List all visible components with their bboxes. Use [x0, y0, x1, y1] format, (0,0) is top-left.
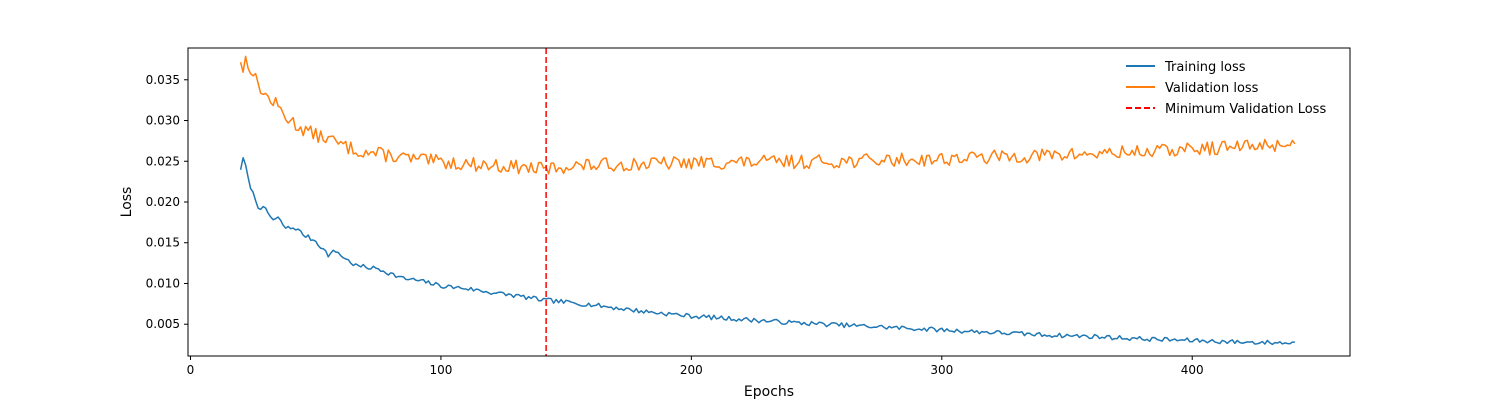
x-tick-label: 0: [187, 363, 195, 377]
series-line-validation: [239, 55, 1296, 175]
y-axis-ticks: 0.005 0.010 0.015 0.020 0.025 0.030 0.035: [146, 73, 188, 331]
legend: Training loss Validation loss Minimum Vali…: [1126, 60, 1326, 117]
x-axis-ticks: 0 100 200 300 400: [187, 356, 1204, 377]
y-tick-label: 0.035: [146, 73, 180, 87]
x-tick-label: 300: [930, 363, 953, 377]
x-tick-label: 100: [429, 363, 452, 377]
y-axis-label: Loss: [119, 187, 135, 218]
y-tick-label: 0.015: [146, 236, 180, 250]
legend-label: Training loss: [1164, 60, 1246, 75]
x-tick-label: 200: [680, 363, 703, 377]
series-line-training: [239, 156, 1295, 346]
y-tick-label: 0.030: [146, 114, 180, 128]
legend-label: Minimum Validation Loss: [1165, 102, 1326, 117]
x-axis-label: Epochs: [744, 384, 794, 400]
y-tick-label: 0.010: [146, 276, 180, 290]
plot-area: [239, 48, 1296, 356]
x-tick-label: 400: [1181, 363, 1204, 377]
y-tick-label: 0.020: [146, 195, 180, 209]
legend-label: Validation loss: [1165, 81, 1259, 96]
y-tick-label: 0.005: [146, 317, 180, 331]
y-tick-label: 0.025: [146, 154, 180, 168]
